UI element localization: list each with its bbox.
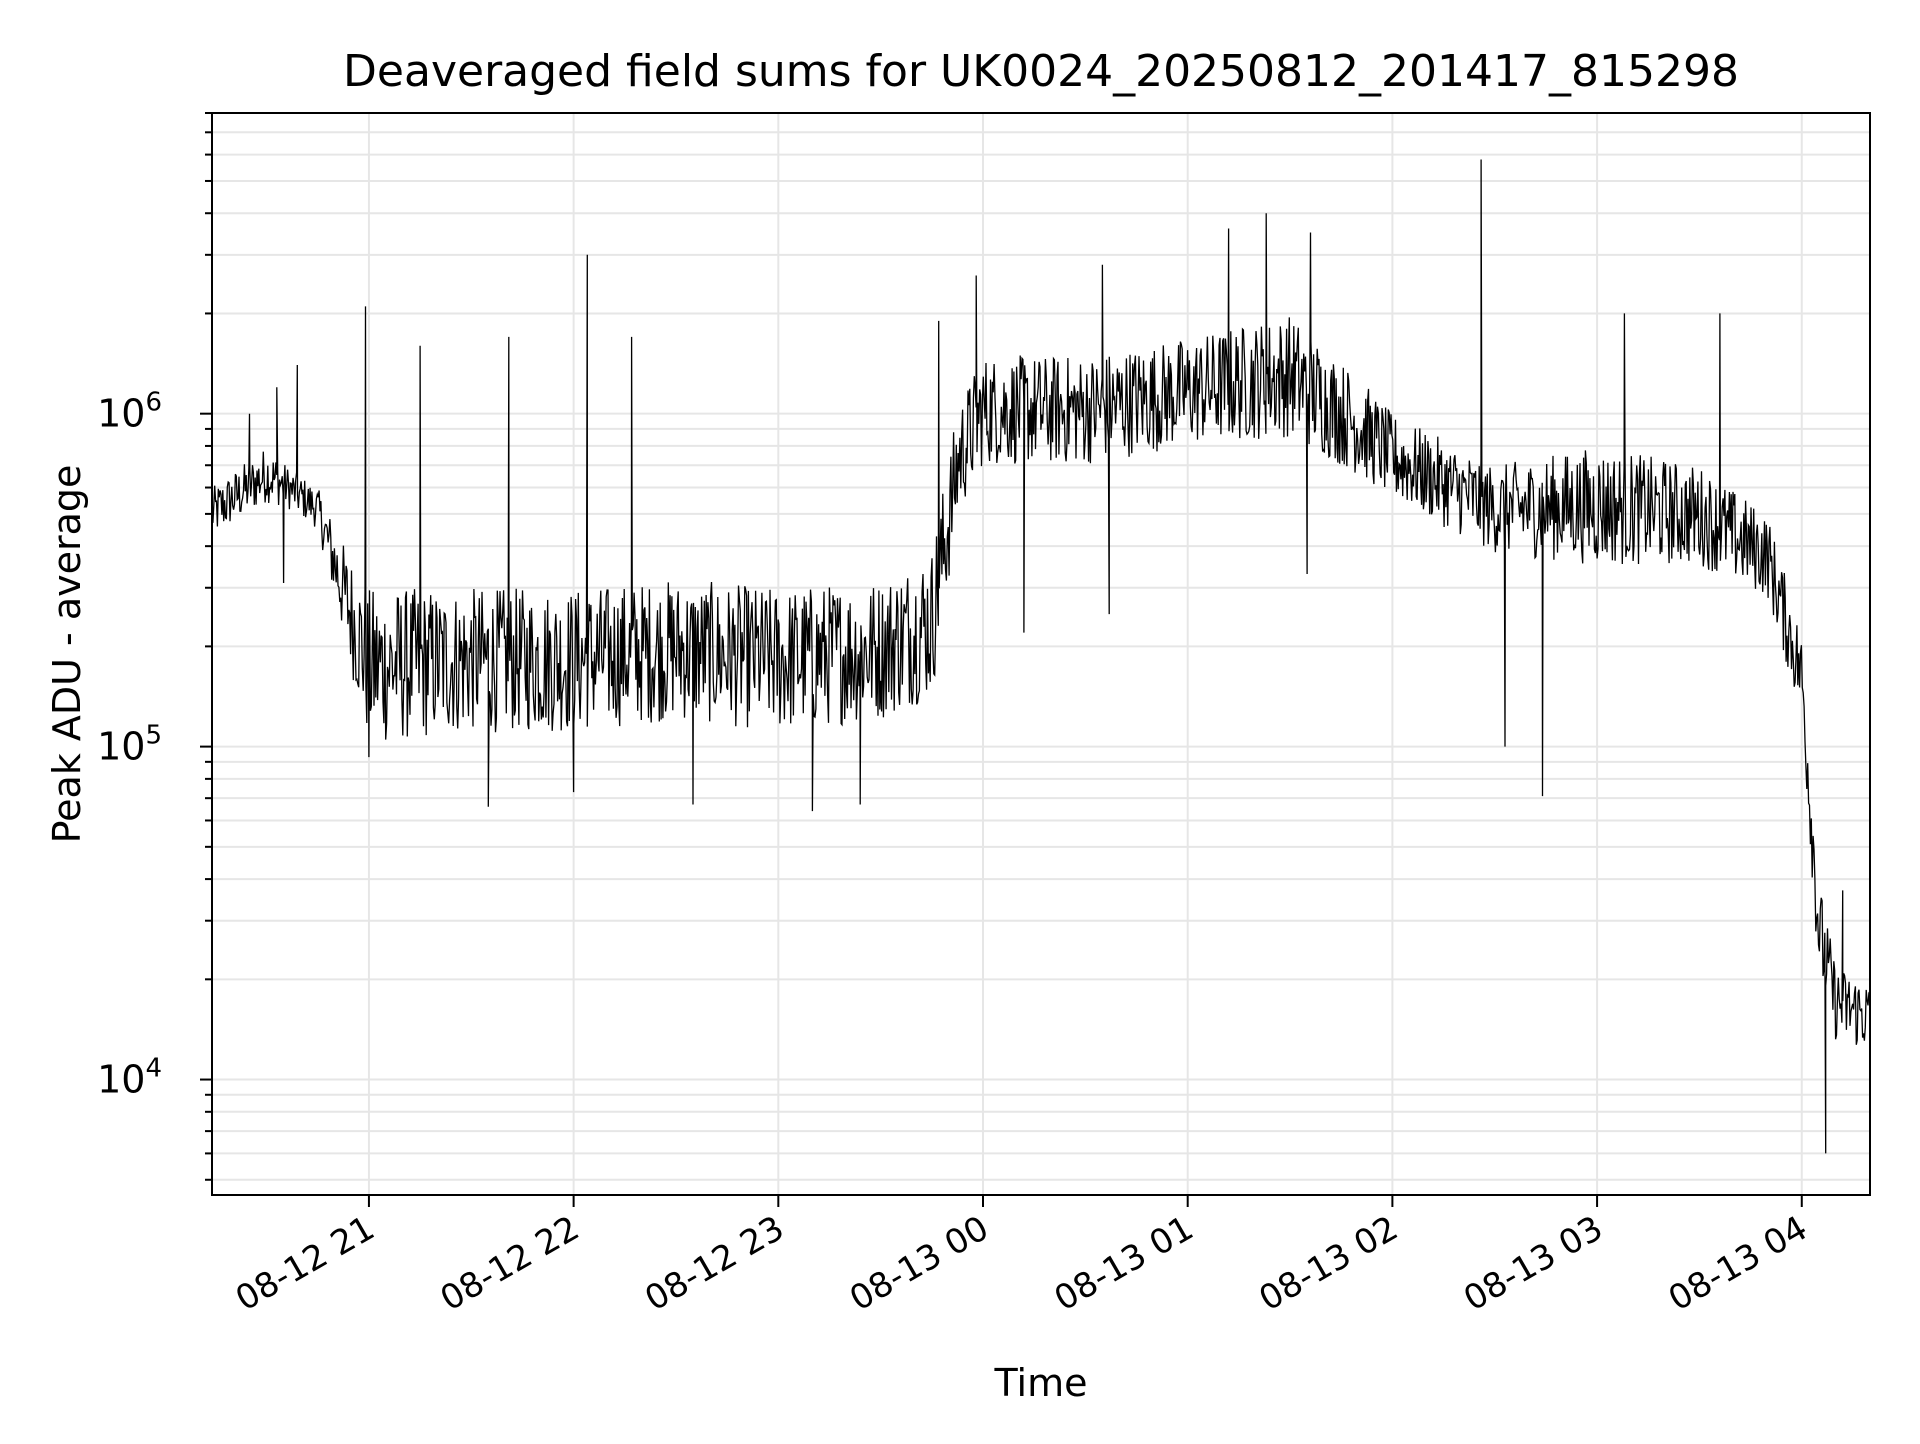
y-tick-label: 105 xyxy=(97,721,162,769)
x-tick-label: 08-13 04 xyxy=(1662,1208,1814,1319)
x-axis-label: Time xyxy=(994,1361,1088,1405)
x-tick-label: 08-12 21 xyxy=(229,1208,381,1319)
y-axis: 104 105 106 xyxy=(97,112,212,1181)
chart-title: Deaveraged field sums for UK0024_2025081… xyxy=(343,46,1739,97)
x-tick-label: 08-12 22 xyxy=(434,1208,586,1319)
y-tick-label: 104 xyxy=(97,1054,162,1102)
x-tick-label: 08-13 01 xyxy=(1048,1208,1200,1319)
x-tick-label: 08-13 00 xyxy=(843,1208,995,1319)
y-tick-label: 106 xyxy=(97,388,162,436)
plot-frame xyxy=(211,112,1871,1196)
x-tick-label: 08-12 23 xyxy=(638,1208,790,1319)
plot-layer xyxy=(211,159,1871,1154)
x-axis: 08-12 21 08-12 22 08-12 23 08-13 00 08-13 01… xyxy=(229,1195,1814,1319)
x-tick-label: 08-13 03 xyxy=(1457,1208,1609,1319)
x-tick-label: 08-13 02 xyxy=(1252,1208,1404,1319)
series-line xyxy=(211,159,1871,1154)
y-axis-label: Peak ADU - average xyxy=(45,465,89,844)
